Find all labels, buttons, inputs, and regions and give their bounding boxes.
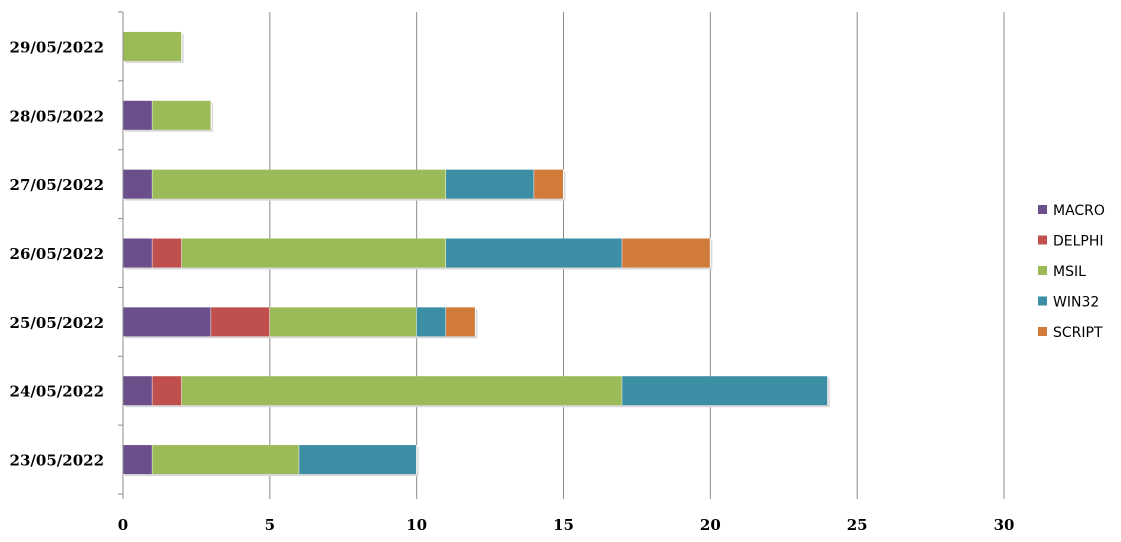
x-tick-label: 0 xyxy=(118,516,128,534)
category-label: 23/05/2022 xyxy=(10,452,104,470)
bar-macro-24-05-2022 xyxy=(123,376,153,406)
legend: MACRO DELPHI MSIL WIN32 SCRIPT xyxy=(1038,203,1105,341)
bar-win32-23-05-2022 xyxy=(299,445,417,475)
category-labels: 23/05/2022 24/05/2022 25/05/2022 26/05/2022… xyxy=(10,38,104,469)
x-tick-label: 15 xyxy=(553,516,574,534)
bars xyxy=(123,31,830,477)
bar-macro-27-05-2022 xyxy=(123,169,153,199)
legend-label-win32: WIN32 xyxy=(1053,295,1099,311)
bar-macro-25-05-2022 xyxy=(123,307,212,337)
legend-swatch-win32 xyxy=(1038,296,1047,306)
bar-win32-24-05-2022 xyxy=(622,376,828,406)
x-tick-label: 20 xyxy=(700,516,721,534)
bar-delphi-25-05-2022 xyxy=(211,307,270,337)
legend-swatch-macro xyxy=(1038,205,1047,214)
axes xyxy=(118,11,1005,499)
bar-win32-25-05-2022 xyxy=(416,307,447,337)
bar-msil-26-05-2022 xyxy=(181,238,447,268)
category-label: 27/05/2022 xyxy=(10,176,104,194)
bar-msil-27-05-2022 xyxy=(152,169,447,199)
bar-macro-23-05-2022 xyxy=(123,445,153,475)
bar-msil-24-05-2022 xyxy=(181,376,623,406)
legend-label-macro: MACRO xyxy=(1053,203,1105,219)
category-label: 29/05/2022 xyxy=(10,38,104,56)
legend-label-script: SCRIPT xyxy=(1053,325,1103,341)
x-tick-label: 25 xyxy=(847,516,868,534)
bar-delphi-26-05-2022 xyxy=(152,238,182,268)
category-label: 25/05/2022 xyxy=(10,314,104,332)
legend-swatch-delphi xyxy=(1038,235,1047,245)
bar-win32-27-05-2022 xyxy=(446,169,535,199)
bar-script-26-05-2022 xyxy=(622,238,711,268)
x-tick-label: 10 xyxy=(406,516,427,534)
tick-labels: 0 5 10 15 20 25 30 xyxy=(118,516,1015,534)
x-tick-label: 5 xyxy=(265,516,275,534)
bar-msil-23-05-2022 xyxy=(152,445,300,475)
x-tick-label: 30 xyxy=(994,516,1015,534)
bar-msil-28-05-2022 xyxy=(152,100,212,130)
bar-macro-28-05-2022 xyxy=(123,100,153,130)
category-label: 26/05/2022 xyxy=(10,245,104,263)
legend-swatch-script xyxy=(1038,327,1047,336)
legend-swatch-msil xyxy=(1038,266,1047,275)
bar-delphi-24-05-2022 xyxy=(152,376,182,406)
bar-macro-26-05-2022 xyxy=(123,238,153,268)
bar-script-25-05-2022 xyxy=(446,307,476,337)
legend-label-delphi: DELPHI xyxy=(1053,234,1104,250)
category-label: 24/05/2022 xyxy=(10,383,104,401)
bar-script-27-05-2022 xyxy=(534,169,564,199)
category-label: 28/05/2022 xyxy=(10,107,104,125)
bar-msil-25-05-2022 xyxy=(269,307,417,337)
bar-msil-29-05-2022 xyxy=(123,31,182,61)
bar-win32-26-05-2022 xyxy=(446,238,623,268)
legend-label-msil: MSIL xyxy=(1053,264,1086,280)
